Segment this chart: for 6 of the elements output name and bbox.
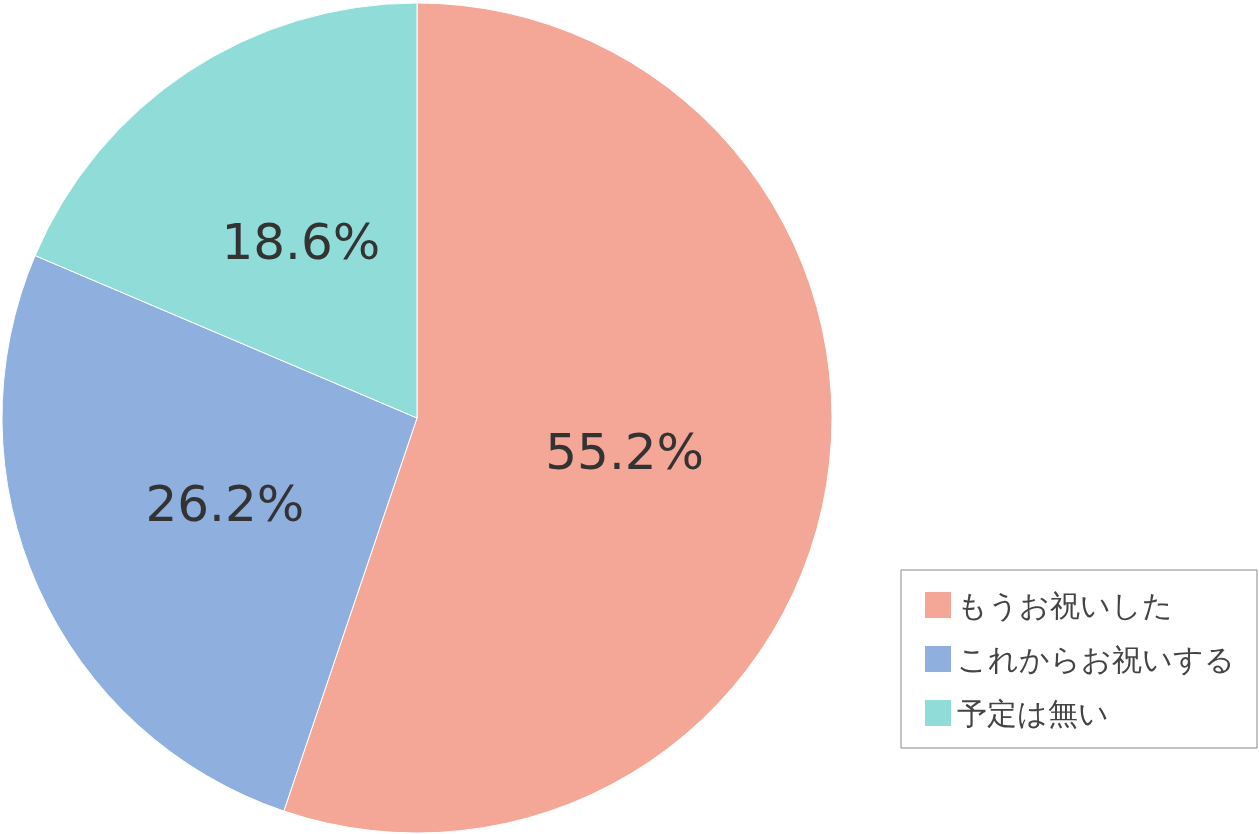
data-label: 18.6%	[221, 213, 381, 272]
data-label: 55.2%	[545, 423, 705, 482]
data-label: 26.2%	[145, 475, 305, 534]
legend-label: これからお祝いする	[957, 641, 1235, 677]
legend-label: 予定は無い	[957, 695, 1109, 731]
legend-label: もうお祝いした	[957, 587, 1173, 623]
